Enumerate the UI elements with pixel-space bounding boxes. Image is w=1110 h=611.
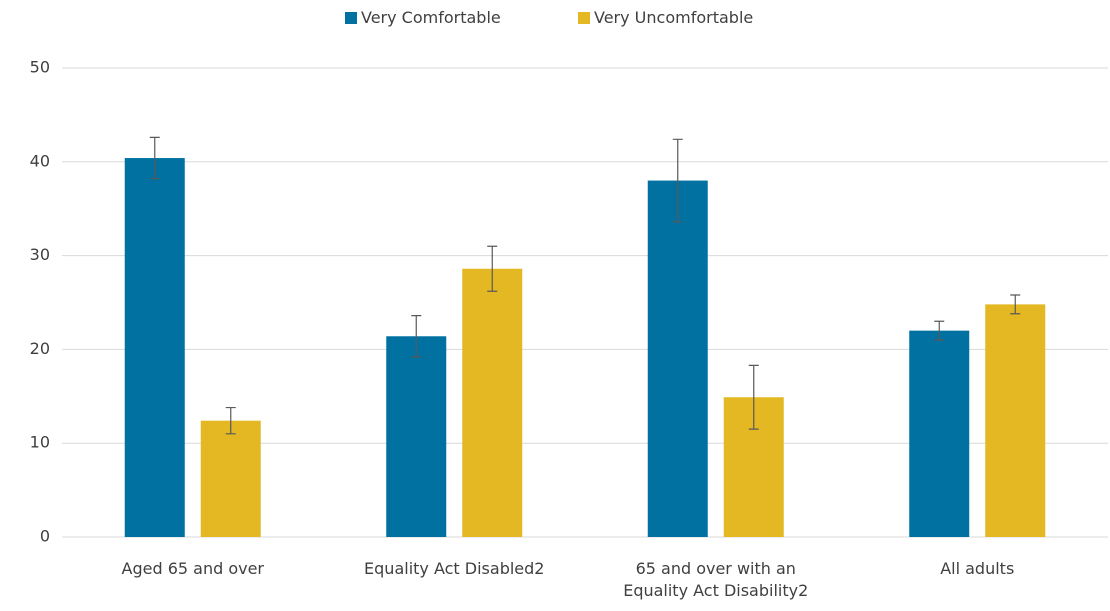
bar (647, 180, 708, 537)
y-tick-label: 30 (30, 245, 50, 264)
x-tick-label: Aged 65 and over (121, 559, 265, 578)
x-tick-label: 65 and over with an Equality Act Disabil… (623, 559, 809, 600)
error-bar (672, 138, 683, 223)
error-bar (748, 364, 759, 430)
bar (200, 420, 261, 537)
legend-label: Very Uncomfortable (594, 8, 754, 27)
error-bar (1010, 294, 1021, 315)
bar (462, 268, 523, 537)
error-bar (225, 406, 236, 435)
error-bar (149, 136, 160, 180)
bar (386, 336, 447, 537)
y-tick-label: 10 (30, 433, 50, 452)
y-tick-label: 0 (40, 527, 50, 546)
legend-label: Very Comfortable (361, 8, 501, 27)
x-tick-label: All adults (940, 559, 1015, 578)
error-bar (411, 315, 422, 358)
error-bar (487, 245, 498, 292)
legend-swatch (345, 11, 357, 24)
bar (124, 158, 185, 537)
legend-item: Very Uncomfortable (578, 8, 753, 27)
error-bar (934, 320, 945, 341)
y-tick-label: 50 (30, 58, 50, 77)
legend-item: Very Comfortable (345, 8, 501, 27)
y-tick-label: 40 (30, 151, 50, 170)
x-tick-label: Equality Act Disabled2 (364, 559, 545, 578)
y-tick-label: 20 (30, 339, 50, 358)
legend-swatch (578, 11, 590, 24)
bar (909, 330, 970, 537)
bar (985, 304, 1046, 537)
